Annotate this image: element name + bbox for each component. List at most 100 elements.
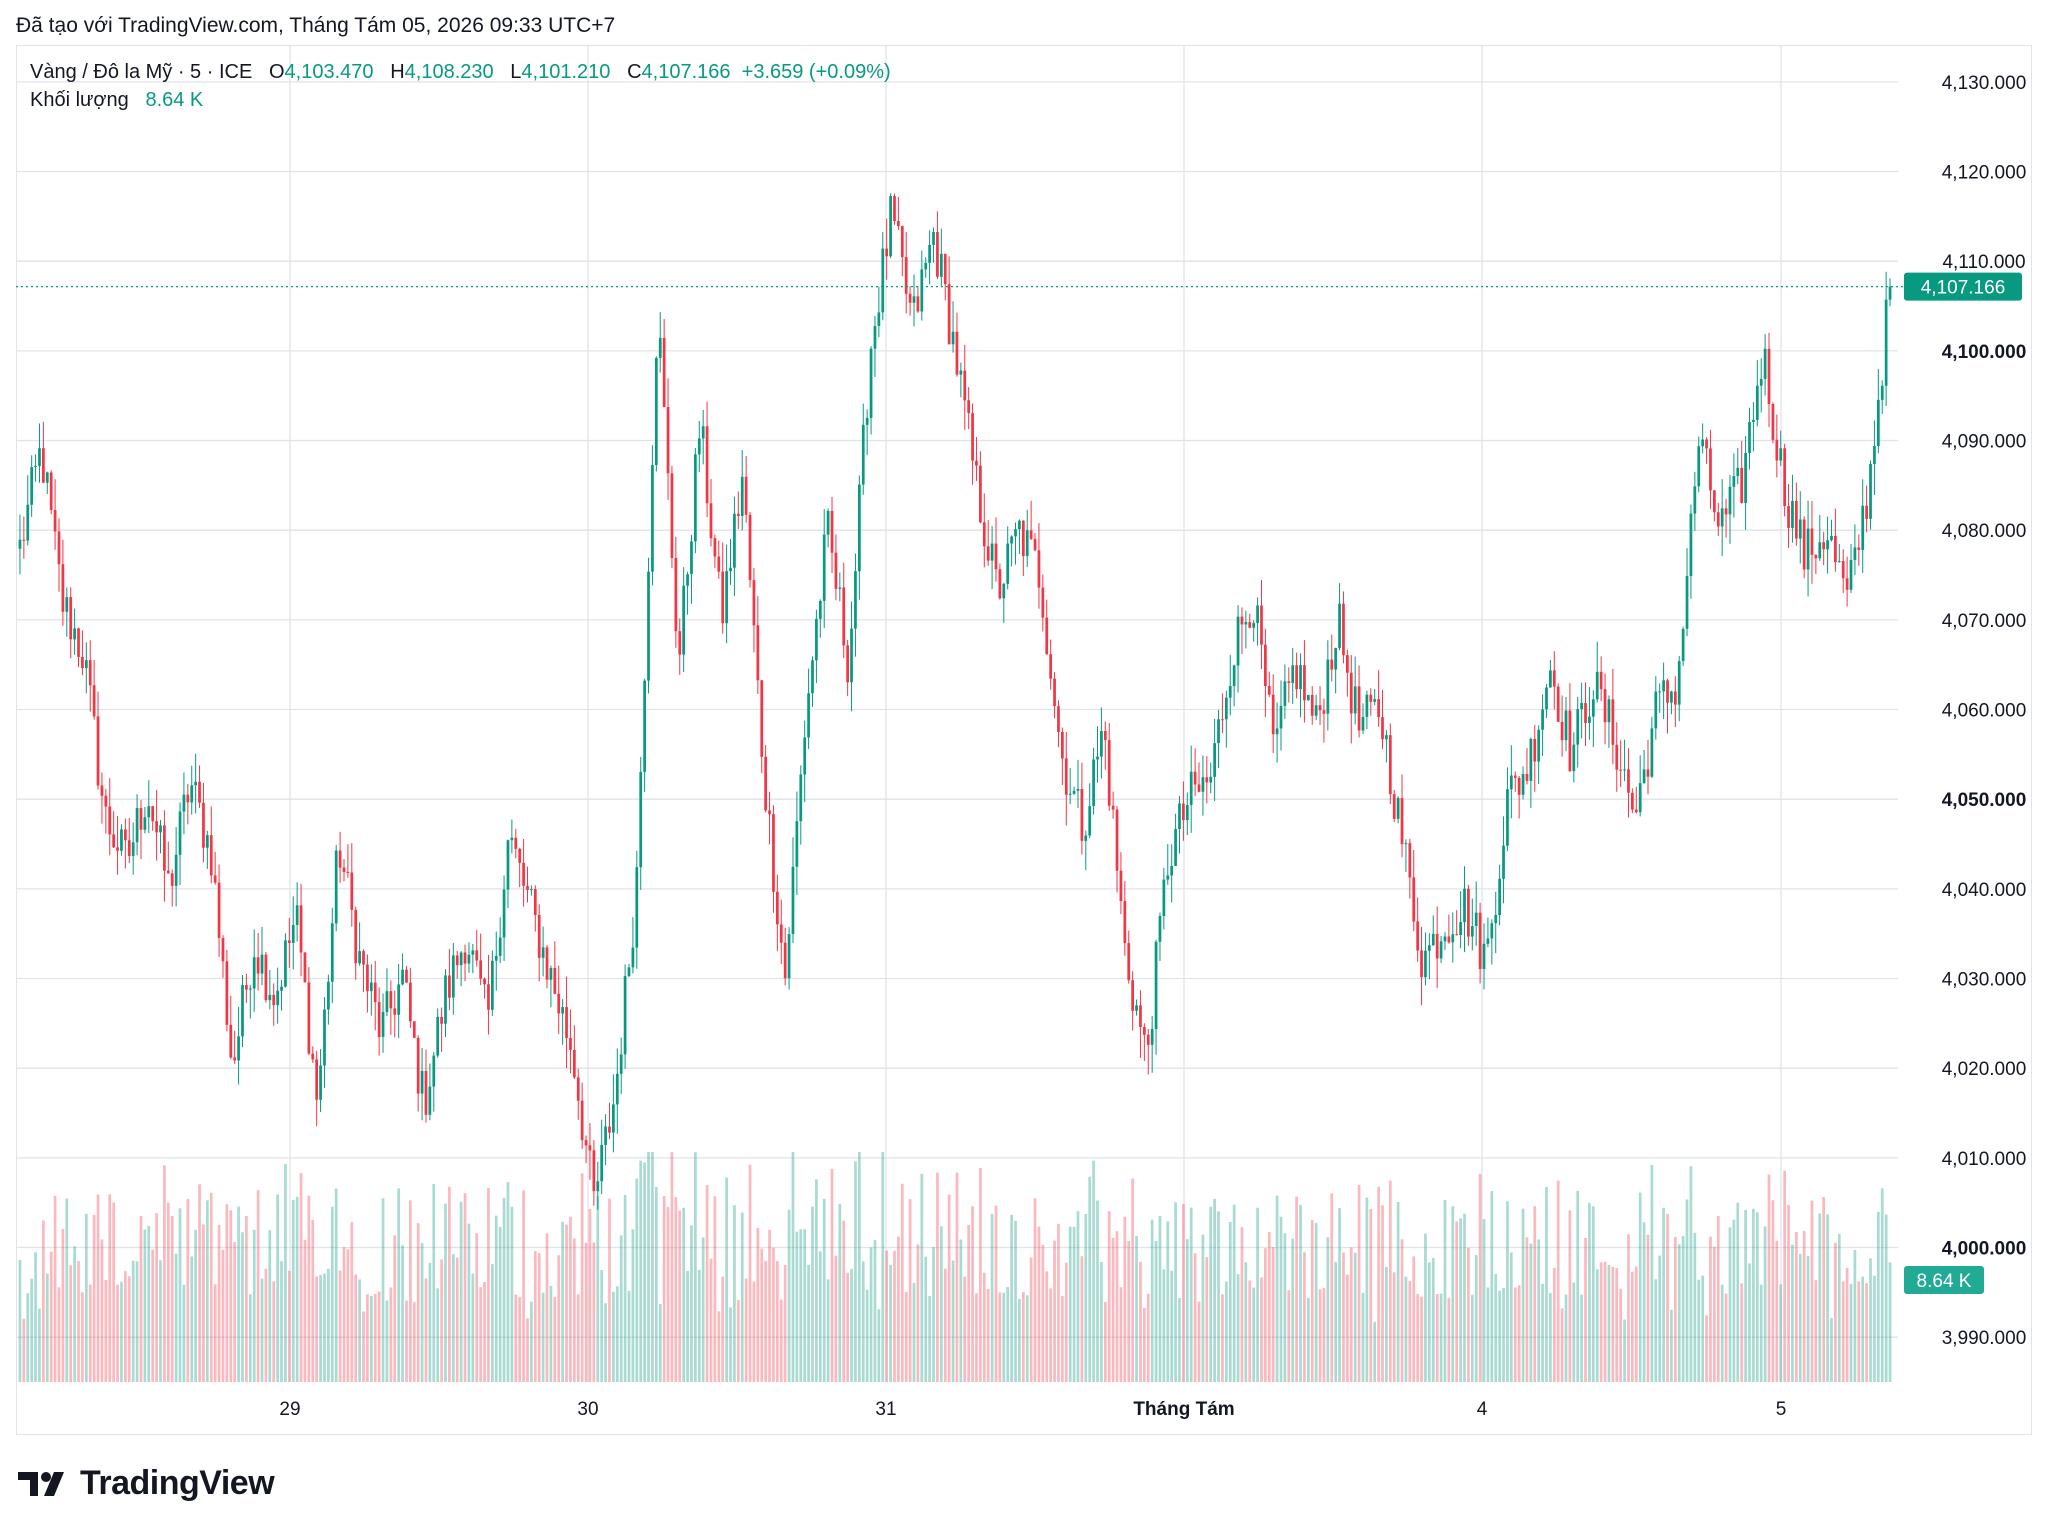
volume-bar bbox=[448, 1186, 451, 1382]
volume-bar bbox=[1767, 1174, 1771, 1382]
candle-body bbox=[1560, 721, 1564, 741]
volume-bar bbox=[818, 1251, 822, 1382]
candle-body bbox=[405, 969, 408, 983]
candle-body bbox=[1814, 554, 1818, 559]
volume-bar bbox=[678, 1210, 682, 1382]
volume-bar bbox=[1396, 1202, 1400, 1382]
volume-bar bbox=[1642, 1222, 1646, 1382]
volume-bar bbox=[889, 1264, 892, 1382]
price-tick-label: 4,000.000 bbox=[1942, 1239, 2027, 1260]
volume-bar bbox=[311, 1220, 315, 1382]
volume-bar bbox=[900, 1183, 904, 1382]
high-label: H bbox=[390, 61, 405, 83]
volume-bar bbox=[1377, 1186, 1380, 1382]
candle-body bbox=[670, 473, 674, 558]
candle-body bbox=[1228, 686, 1232, 698]
candle-body bbox=[88, 660, 92, 686]
volume-bar bbox=[1185, 1239, 1189, 1382]
candle-body bbox=[818, 600, 822, 619]
candle-body bbox=[1615, 744, 1619, 770]
candle-body bbox=[1322, 710, 1326, 714]
volume-bar bbox=[1658, 1255, 1662, 1382]
volume-bar bbox=[381, 1198, 385, 1382]
candle-body bbox=[1591, 699, 1595, 717]
candle-body bbox=[537, 914, 541, 958]
candle-body bbox=[1677, 661, 1681, 705]
volume-bar bbox=[522, 1190, 525, 1382]
candle-body bbox=[198, 781, 201, 803]
time-tick-label: 30 bbox=[577, 1399, 598, 1420]
volume-bar bbox=[1494, 1274, 1498, 1382]
volume-bar bbox=[1744, 1209, 1747, 1382]
candle-body bbox=[84, 660, 88, 669]
volume-bar bbox=[1306, 1297, 1310, 1382]
volume-bar bbox=[1146, 1293, 1150, 1382]
volume-bar bbox=[53, 1195, 57, 1382]
candle-body bbox=[1142, 1026, 1146, 1035]
volume-bar bbox=[1021, 1292, 1025, 1382]
candle-body bbox=[334, 850, 338, 924]
candle-body bbox=[604, 1126, 607, 1145]
candle-body bbox=[1084, 835, 1088, 841]
volume-bar bbox=[779, 1299, 783, 1382]
volume-bar bbox=[1291, 1238, 1295, 1382]
candle-body bbox=[643, 680, 646, 772]
volume-bar bbox=[1787, 1204, 1790, 1382]
candle-body bbox=[42, 448, 45, 483]
price-axis[interactable]: 4,130.000 4,120.000 4,110.000 4,100.000 4,09… bbox=[1942, 73, 2027, 1349]
candle-body bbox=[315, 1059, 319, 1100]
candle-body bbox=[1103, 731, 1107, 741]
candle-body bbox=[1482, 943, 1486, 969]
volume-bar bbox=[1783, 1170, 1787, 1382]
candle-body bbox=[1139, 1005, 1142, 1027]
volume-bar bbox=[1201, 1234, 1205, 1382]
candle-body bbox=[1146, 1034, 1150, 1045]
candle-body bbox=[631, 947, 635, 968]
price-tick-label: 4,060.000 bbox=[1942, 701, 2027, 722]
volume-bar bbox=[1267, 1232, 1271, 1382]
candle-body bbox=[1123, 901, 1127, 944]
candle-body bbox=[1467, 888, 1470, 937]
candle-body bbox=[1701, 439, 1705, 447]
candle-body bbox=[729, 567, 732, 572]
volume-bar bbox=[1029, 1257, 1033, 1382]
volume-bar bbox=[1728, 1227, 1732, 1382]
candle-body bbox=[213, 875, 217, 883]
candle-body bbox=[1716, 512, 1720, 527]
volume-bar bbox=[1681, 1235, 1685, 1382]
candle-body bbox=[1685, 575, 1689, 629]
time-axis[interactable]: 29 30 31 Tháng Tám 4 5 bbox=[279, 1399, 1786, 1420]
candle-body bbox=[1506, 789, 1509, 846]
chart-frame[interactable] bbox=[16, 45, 2032, 1435]
volume-bar bbox=[1142, 1307, 1146, 1382]
volume-bar bbox=[252, 1229, 256, 1382]
volume-bar bbox=[1318, 1289, 1322, 1382]
symbol-label[interactable]: Vàng / Đô la Mỹ · 5 · ICE bbox=[30, 61, 253, 83]
candle-body bbox=[1666, 680, 1669, 703]
volume-bar bbox=[1560, 1308, 1564, 1382]
volume-bar bbox=[354, 1274, 358, 1382]
candle-body bbox=[327, 981, 330, 1010]
candle-body bbox=[104, 795, 108, 807]
candle-body bbox=[666, 407, 670, 474]
volume-bar bbox=[1404, 1276, 1408, 1382]
price-tick-label: 4,070.000 bbox=[1942, 611, 2027, 632]
candle-body bbox=[1420, 950, 1423, 978]
candle-body bbox=[409, 982, 412, 1022]
volume-bar bbox=[530, 1301, 533, 1382]
candle-body bbox=[174, 854, 178, 886]
volume-bar bbox=[108, 1194, 112, 1382]
volume-bar bbox=[885, 1250, 889, 1382]
candle-body bbox=[510, 837, 514, 841]
volume-label[interactable]: Khối lượng bbox=[30, 89, 129, 111]
volume-bar bbox=[401, 1245, 404, 1382]
volume-bar bbox=[1818, 1213, 1822, 1382]
candle-body bbox=[1392, 794, 1396, 819]
volume-bar bbox=[1045, 1271, 1049, 1382]
volume-bar bbox=[256, 1190, 260, 1382]
time-tick-label: Tháng Tám bbox=[1133, 1399, 1234, 1420]
tradingview-logo[interactable]: TradingView bbox=[18, 1464, 275, 1503]
volume-row: Khối lượng 8.64 K bbox=[30, 86, 891, 114]
volume-bar bbox=[596, 1195, 600, 1382]
